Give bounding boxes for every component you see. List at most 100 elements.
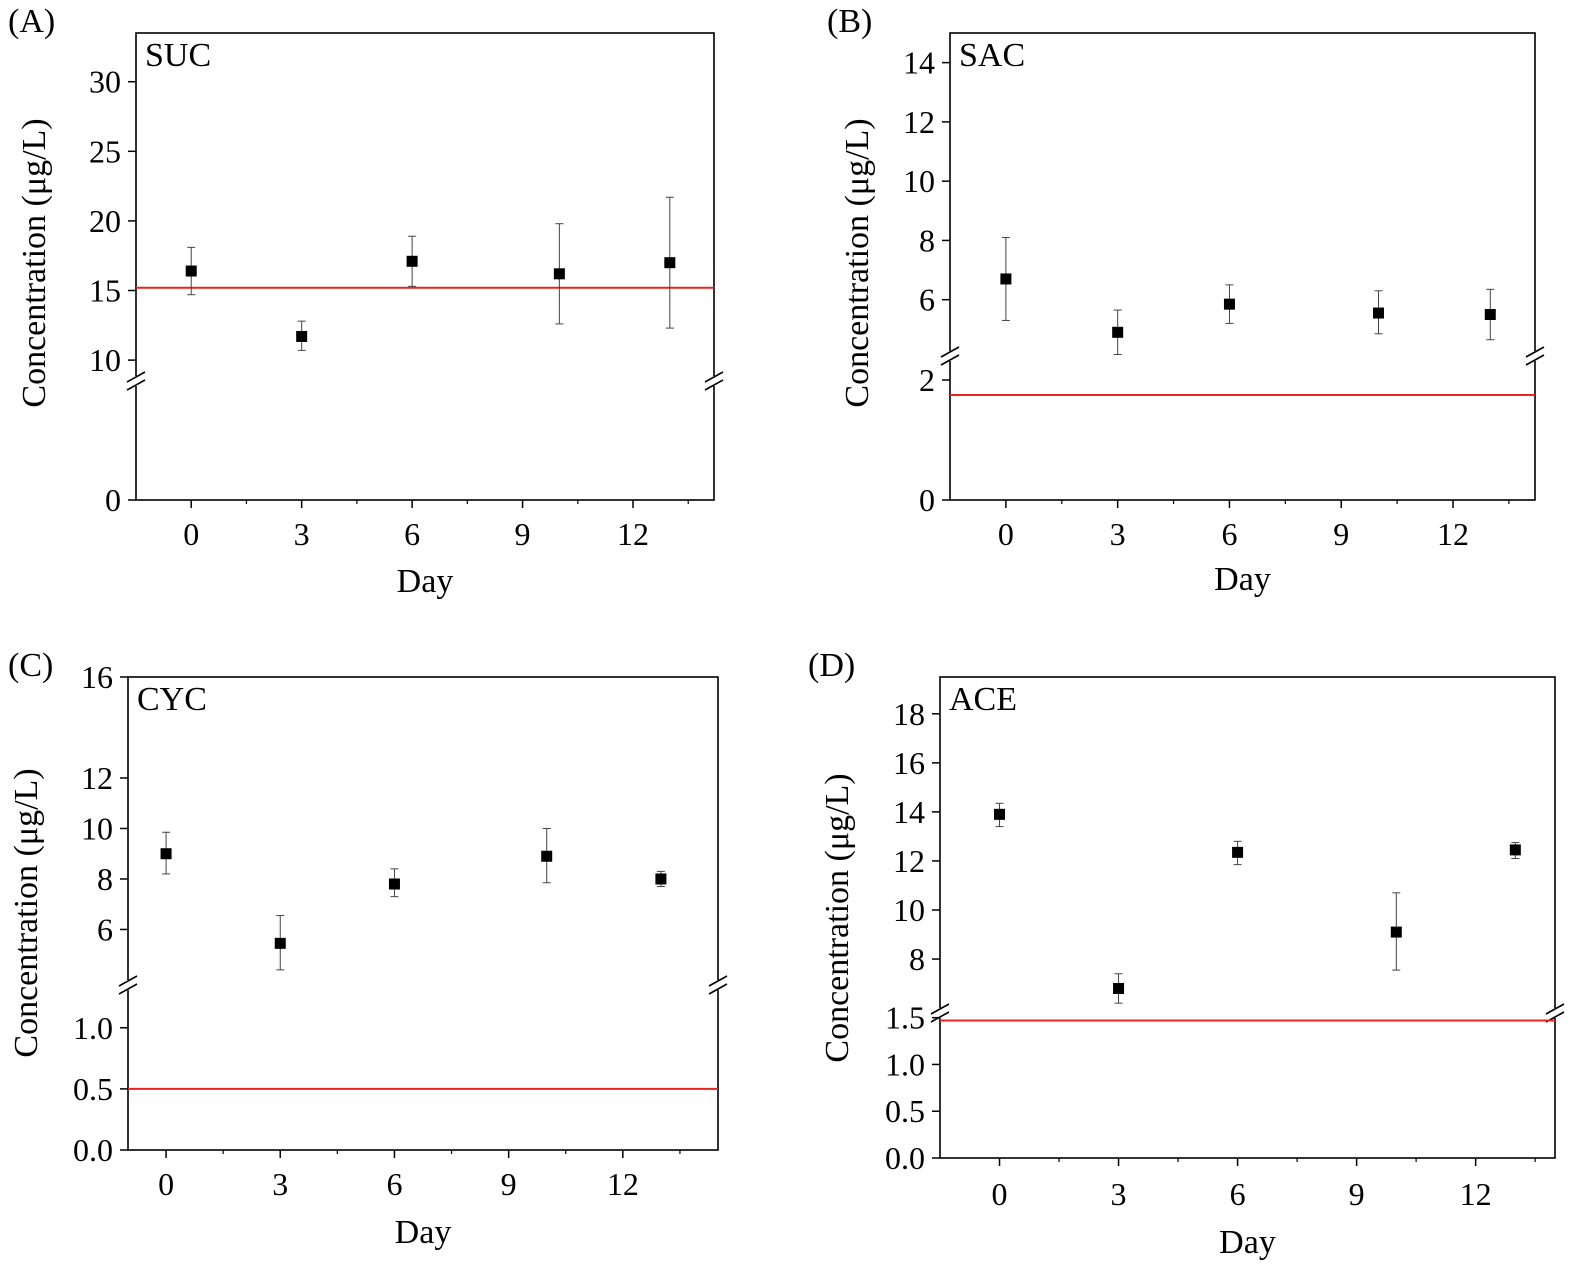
y-tick-label: 18 bbox=[893, 696, 925, 732]
x-tick-label: 6 bbox=[404, 516, 420, 552]
data-point bbox=[1223, 298, 1235, 310]
x-tick-label: 6 bbox=[1230, 1176, 1246, 1212]
panel-label: (A) bbox=[8, 3, 55, 40]
chart-panel: (C) CYC 0 3 6 9 12 0.0 0.5 1.0 6 8 10 12 16 Day Concentr… bbox=[8, 647, 728, 1251]
y-tick-label: 10 bbox=[89, 342, 121, 378]
axis-break-gap bbox=[125, 980, 131, 990]
axis-break-gap bbox=[947, 351, 953, 361]
y-tick-label: 10 bbox=[893, 892, 925, 928]
y-tick-label: 2 bbox=[919, 362, 935, 398]
chart-panel: (B) SAC 0 3 6 9 12 0 2 6 8 10 12 14 Day Concentration (… bbox=[827, 3, 1545, 598]
x-tick-label: 9 bbox=[501, 1166, 517, 1202]
y-tick-label: 25 bbox=[89, 133, 121, 169]
y-tick-label: 0.5 bbox=[885, 1093, 925, 1129]
y-tick-label: 10 bbox=[81, 810, 113, 846]
axis-break-slash bbox=[1545, 1003, 1565, 1015]
y-tick-label: 14 bbox=[893, 794, 925, 830]
x-tick-label: 0 bbox=[998, 516, 1014, 552]
data-point bbox=[1509, 844, 1521, 856]
y-tick-label: 10 bbox=[903, 163, 935, 199]
y-tick-label: 0 bbox=[105, 482, 121, 518]
plot-frame bbox=[949, 32, 1536, 501]
series-annotation: ACE bbox=[949, 681, 1017, 718]
y-axis-label: Concentration (μg/L) bbox=[8, 768, 45, 1057]
axis-break-slash bbox=[704, 371, 724, 383]
axis-break-slash bbox=[126, 379, 146, 391]
y-tick-label: 20 bbox=[89, 203, 121, 239]
data-point bbox=[388, 878, 400, 890]
y-axis-label: Concentration (μg/L) bbox=[839, 118, 876, 407]
data-point bbox=[553, 268, 565, 280]
x-tick-label: 9 bbox=[515, 516, 531, 552]
axis-break-slash bbox=[126, 371, 146, 383]
x-tick-label: 12 bbox=[1460, 1176, 1492, 1212]
axis-break-slash bbox=[940, 354, 960, 366]
data-point bbox=[1113, 982, 1125, 994]
panel-label: (D) bbox=[808, 647, 855, 684]
data-point bbox=[1390, 926, 1402, 938]
axis-break-gap bbox=[711, 376, 717, 386]
x-tick-label: 0 bbox=[992, 1176, 1008, 1212]
data-point bbox=[994, 808, 1006, 820]
axis-break-slash bbox=[1525, 354, 1545, 366]
x-tick-label: 3 bbox=[1110, 516, 1126, 552]
axis-break-gap bbox=[133, 376, 139, 386]
axis-break-slash bbox=[118, 975, 138, 987]
series-annotation: CYC bbox=[137, 681, 207, 718]
x-tick-label: 0 bbox=[158, 1166, 174, 1202]
panel-label: (C) bbox=[8, 647, 53, 684]
data-point bbox=[1232, 846, 1244, 858]
data-point bbox=[1112, 326, 1124, 338]
axis-break-slash bbox=[940, 346, 960, 358]
y-tick-label: 16 bbox=[81, 659, 113, 695]
axis-break-gap bbox=[1552, 1008, 1558, 1018]
y-tick-label: 0.0 bbox=[73, 1132, 113, 1168]
x-tick-label: 3 bbox=[294, 516, 310, 552]
x-tick-label: 12 bbox=[617, 516, 649, 552]
y-tick-label: 0.0 bbox=[885, 1140, 925, 1176]
series-annotation: SUC bbox=[145, 37, 211, 74]
x-tick-label: 9 bbox=[1333, 516, 1349, 552]
y-tick-label: 6 bbox=[97, 911, 113, 947]
y-tick-label: 1.0 bbox=[73, 1010, 113, 1046]
y-tick-label: 15 bbox=[89, 273, 121, 309]
axis-break-slash bbox=[708, 983, 728, 995]
y-tick-label: 8 bbox=[919, 222, 935, 258]
x-tick-label: 3 bbox=[272, 1166, 288, 1202]
y-tick-label: 30 bbox=[89, 64, 121, 100]
x-tick-label: 12 bbox=[607, 1166, 639, 1202]
x-axis-label: Day bbox=[1219, 1224, 1276, 1261]
x-tick-label: 6 bbox=[1221, 516, 1237, 552]
y-tick-label: 6 bbox=[919, 282, 935, 318]
x-tick-label: 6 bbox=[386, 1166, 402, 1202]
data-point bbox=[1000, 273, 1012, 285]
series-annotation: SAC bbox=[959, 37, 1025, 74]
data-point bbox=[296, 330, 308, 342]
data-point bbox=[406, 255, 418, 267]
y-tick-label: 12 bbox=[903, 104, 935, 140]
data-point bbox=[185, 265, 197, 277]
y-tick-label: 14 bbox=[903, 45, 935, 81]
axis-break-slash bbox=[704, 379, 724, 391]
x-axis-label: Day bbox=[397, 563, 454, 600]
y-tick-label: 12 bbox=[893, 843, 925, 879]
data-point bbox=[541, 850, 553, 862]
axis-break-gap bbox=[1532, 351, 1538, 361]
y-tick-label: 12 bbox=[81, 760, 113, 796]
data-point bbox=[664, 257, 676, 269]
y-tick-label: 1.5 bbox=[885, 1000, 925, 1036]
chart-panel: (D) ACE 0 3 6 9 12 0.0 0.5 1.0 1.5 8 10 12 14 16 18 Day Co… bbox=[808, 647, 1565, 1261]
axis-break-slash bbox=[708, 975, 728, 987]
y-tick-label: 0.5 bbox=[73, 1071, 113, 1107]
panel-label: (B) bbox=[827, 3, 872, 40]
chart-panel: (A) SUC 0 3 6 9 12 0 10 15 20 25 30 Day Concentration … bbox=[8, 3, 724, 600]
plot-frame bbox=[135, 32, 715, 501]
y-tick-label: 8 bbox=[97, 861, 113, 897]
x-tick-label: 12 bbox=[1437, 516, 1469, 552]
axis-break-gap bbox=[937, 1008, 943, 1018]
data-point bbox=[1484, 309, 1496, 321]
y-axis-label: Concentration (μg/L) bbox=[16, 118, 53, 407]
y-tick-label: 0 bbox=[919, 482, 935, 518]
x-tick-label: 0 bbox=[183, 516, 199, 552]
